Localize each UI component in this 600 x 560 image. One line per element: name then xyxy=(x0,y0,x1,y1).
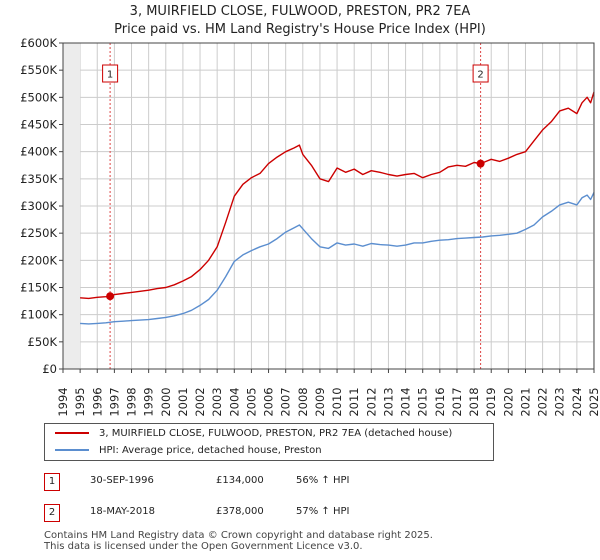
y-tick-label: £250K xyxy=(20,226,57,240)
x-tick-label: 2019 xyxy=(484,387,498,416)
y-tick-label: £450K xyxy=(20,118,57,132)
axes: £0 £50K £100K £150K £200K £250K £300K £350K £400… xyxy=(20,36,600,417)
y-tick-label: £50K xyxy=(28,335,58,349)
x-tick-label: 2000 xyxy=(159,387,173,416)
sale-marker-label: 2 xyxy=(472,64,489,83)
x-tick-label: 2014 xyxy=(399,387,413,416)
x-tick-label: 2016 xyxy=(433,387,447,416)
y-tick-label: £300K xyxy=(20,199,57,213)
x-tick-label: 2017 xyxy=(450,387,464,416)
chart-title: 3, MUIRFIELD CLOSE, FULWOOD, PRESTON, PR… xyxy=(0,3,600,39)
sale-marker-box xyxy=(102,64,119,83)
x-tick-label: 2012 xyxy=(364,387,378,416)
sale-badge: 2 xyxy=(44,504,60,522)
x-tick-label: 2006 xyxy=(262,387,276,416)
sale-date: 30-SEP-1996 xyxy=(90,475,154,486)
x-tick-label: 2025 xyxy=(587,387,600,416)
y-tick-label: £350K xyxy=(20,172,57,186)
footer-licence: This data is licensed under the Open Gov… xyxy=(44,541,363,552)
x-tick-label: 1995 xyxy=(73,387,87,416)
y-tick-label: £200K xyxy=(20,253,57,267)
pre-data-shade xyxy=(63,43,81,369)
x-tick-label: 2013 xyxy=(381,387,395,416)
grid xyxy=(62,42,595,370)
x-tick-label: 2021 xyxy=(518,387,532,416)
x-tick-label: 2007 xyxy=(279,387,293,416)
x-tick-label: 2002 xyxy=(193,387,207,416)
legend: 3, MUIRFIELD CLOSE, FULWOOD, PRESTON, PR… xyxy=(44,423,494,461)
legend-label-hpi: HPI: Average price, detached house, Pres… xyxy=(99,445,322,456)
x-tick-label: 2001 xyxy=(176,387,190,416)
sale-badge: 1 xyxy=(44,473,60,491)
y-tick-label: £550K xyxy=(20,63,57,77)
x-tick-label: 2004 xyxy=(227,387,241,416)
x-tick-label: 2008 xyxy=(296,387,310,416)
y-tick-label: £0 xyxy=(42,362,57,376)
x-tick-label: 2018 xyxy=(467,387,481,416)
legend-swatch-property xyxy=(55,432,89,434)
hpi-line xyxy=(80,192,595,325)
x-tick-label: 2022 xyxy=(536,387,550,416)
footer-copyright: Contains HM Land Registry data © Crown c… xyxy=(44,530,433,541)
sale-marker-number: 1 xyxy=(107,70,113,81)
legend-label-property: 3, MUIRFIELD CLOSE, FULWOOD, PRESTON, PR… xyxy=(99,428,453,439)
sale-hpi-change: 56% ↑ HPI xyxy=(296,475,350,486)
sale-hpi-change: 57% ↑ HPI xyxy=(296,506,350,517)
y-tick-label: £100K xyxy=(20,308,57,322)
x-tick-label: 1997 xyxy=(107,387,121,416)
x-tick-label: 2015 xyxy=(416,387,430,416)
legend-swatch-hpi xyxy=(55,449,89,451)
sale-date: 18-MAY-2018 xyxy=(90,506,156,517)
x-tick-label: 2023 xyxy=(553,387,567,416)
sale-marker-label: 1 xyxy=(102,64,119,83)
x-tick-label: 1994 xyxy=(56,387,70,416)
chart-title-line2: Price paid vs. HM Land Registry's House … xyxy=(114,22,486,37)
sale-row: 1 30-SEP-1996 £134,000 56% ↑ HPI xyxy=(44,473,444,493)
chart-title-line1: 3, MUIRFIELD CLOSE, FULWOOD, PRESTON, PR… xyxy=(129,4,471,19)
sale-row: 2 18-MAY-2018 £378,000 57% ↑ HPI xyxy=(44,504,444,524)
y-tick-label: £400K xyxy=(20,145,57,159)
x-tick-label: 1998 xyxy=(125,387,139,416)
x-tick-label: 1996 xyxy=(90,387,104,416)
y-tick-label: £600K xyxy=(20,36,57,50)
y-tick-label: £500K xyxy=(20,90,57,104)
x-tick-label: 2005 xyxy=(244,387,258,416)
sale-price: £378,000 xyxy=(216,506,264,517)
sale-point xyxy=(106,292,115,301)
sale-marker-number: 2 xyxy=(477,70,483,81)
x-tick-label: 2020 xyxy=(501,387,515,416)
x-tick-label: 1999 xyxy=(142,387,156,416)
legend-item-hpi: HPI: Average price, detached house, Pres… xyxy=(55,443,322,459)
series-lines xyxy=(80,91,595,325)
sale-price: £134,000 xyxy=(216,475,264,486)
sale-marker-box xyxy=(472,64,489,83)
y-tick-label: £150K xyxy=(20,281,57,295)
property-price-line xyxy=(80,91,595,300)
sale-point xyxy=(476,159,485,168)
x-tick-label: 2009 xyxy=(313,387,327,416)
x-tick-label: 2024 xyxy=(570,387,584,416)
x-tick-label: 2003 xyxy=(210,387,224,416)
x-tick-label: 2010 xyxy=(330,387,344,416)
x-tick-label: 2011 xyxy=(347,387,361,416)
footer: Contains HM Land Registry data © Crown c… xyxy=(44,530,433,552)
legend-item-property: 3, MUIRFIELD CLOSE, FULWOOD, PRESTON, PR… xyxy=(55,426,452,442)
